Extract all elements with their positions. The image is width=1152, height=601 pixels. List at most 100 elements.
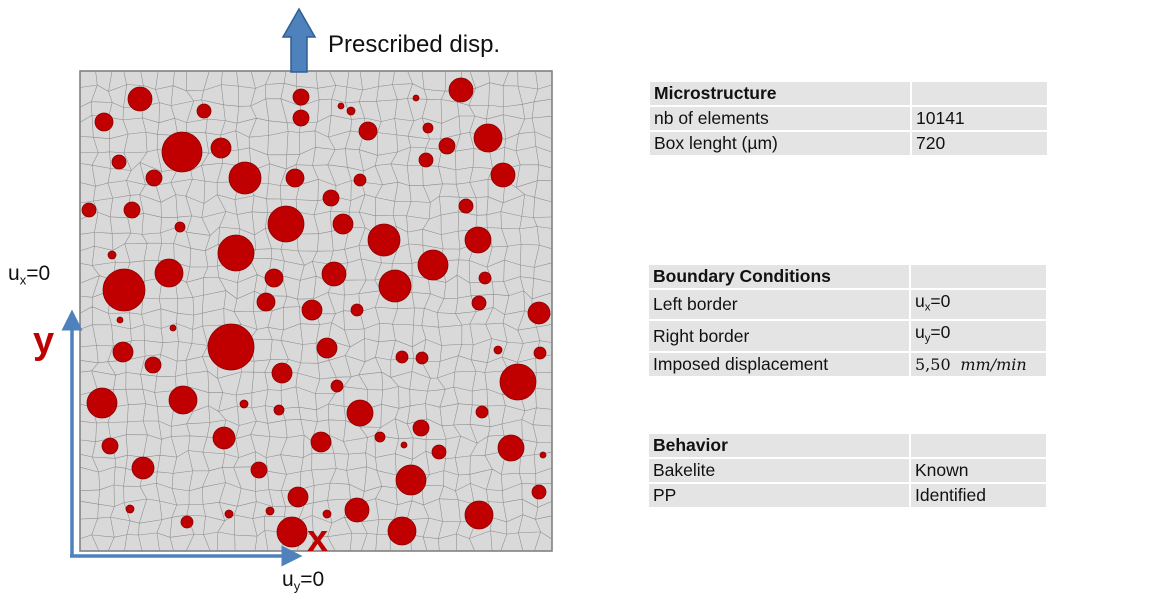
table-header-row: Microstructure [648, 80, 1049, 107]
inclusion-particle [473, 123, 503, 153]
inclusion-particle [111, 154, 127, 170]
inclusion-particle [412, 419, 430, 437]
inclusion-particle [539, 451, 547, 459]
table-row: Box lenght (µm) 720 [648, 130, 1049, 157]
finite-element-mesh [79, 70, 553, 552]
inclusion-particle [448, 77, 474, 103]
inclusion-particle [415, 351, 429, 365]
inclusion-particle [358, 121, 378, 141]
table-row: nb of elements 10141 [648, 105, 1049, 132]
inclusion-particle [438, 137, 456, 155]
inclusion-particle [322, 509, 332, 519]
table-header-row: Boundary Conditions [647, 263, 1048, 290]
inclusion-particle [267, 205, 305, 243]
inclusion-particle [395, 464, 427, 496]
inclusion-particle [81, 202, 97, 218]
inclusion-particle [273, 404, 285, 416]
inclusion-particle [475, 405, 489, 419]
header-empty-cell [909, 432, 1048, 459]
inclusion-particle [301, 299, 323, 321]
uy-boundary-label: uy=0 [282, 568, 325, 594]
table-row: PP Identified [647, 482, 1048, 509]
inclusion-particle [125, 504, 135, 514]
inclusion-particle [412, 94, 420, 102]
inclusion-particle [346, 106, 356, 116]
y-axis-label: y [33, 320, 55, 362]
inclusion-particle [321, 261, 347, 287]
inclusion-particle [276, 516, 308, 548]
inclusion-particle [127, 86, 153, 112]
inclusion-particle [431, 444, 447, 460]
inclusion-particle [292, 88, 310, 106]
inclusion-particle [527, 301, 551, 325]
inclusion-particle [367, 223, 401, 257]
inclusion-particle [224, 509, 234, 519]
inclusion-particle [395, 350, 409, 364]
behavior-table: Behavior Bakelite Known PP Identified [647, 432, 1048, 509]
inclusion-particle [422, 122, 434, 134]
row-label: Left border [647, 287, 911, 322]
inclusion-particle [102, 268, 146, 312]
row-label: Box lenght (µm) [648, 130, 912, 157]
table-header-row: Behavior [647, 432, 1048, 459]
inclusion-particle [107, 250, 117, 260]
prescribed-displacement-label: Prescribed disp. [328, 31, 501, 58]
inclusion-particle [497, 434, 525, 462]
inclusion-particle [101, 437, 119, 455]
inclusion-particle [346, 399, 374, 427]
inclusion-particle [131, 456, 155, 480]
table-row: Right border uy=0 [647, 319, 1048, 353]
inclusion-particle [353, 173, 367, 187]
ux-boundary-label: ux=0 [8, 262, 51, 288]
inclusion-particle [154, 258, 184, 288]
inclusion-particle [400, 441, 408, 449]
row-value: Known [909, 457, 1048, 484]
inclusion-particle [493, 345, 503, 355]
inclusion-particle [217, 234, 255, 272]
microstructure-diagram [61, 7, 553, 567]
inclusion-particle [316, 337, 338, 359]
inclusion-particle [287, 486, 309, 508]
inclusion-particle [169, 324, 177, 332]
inclusion-particle [330, 379, 344, 393]
inclusion-particle [464, 500, 494, 530]
inclusion-particle [264, 268, 284, 288]
inclusion-particle [161, 131, 203, 173]
boundary-conditions-table: Boundary Conditions Left border ux=0 Rig… [647, 263, 1048, 378]
inclusion-particle [86, 387, 118, 419]
table-row: Imposed displacement 5,50 mm/min [647, 350, 1048, 378]
header-empty-cell [910, 80, 1049, 107]
row-value: 720 [910, 130, 1049, 157]
row-label: Right border [647, 319, 911, 353]
inclusion-particle [168, 385, 198, 415]
inclusion-particle [228, 161, 262, 195]
inclusion-particle [112, 341, 134, 363]
inclusions-group [81, 77, 551, 548]
header-empty-cell [909, 263, 1048, 290]
row-value: Identified [909, 482, 1048, 509]
inclusion-particle [123, 201, 141, 219]
inclusion-particle [478, 271, 492, 285]
row-label: PP [647, 482, 911, 509]
table-row: Left border ux=0 [647, 287, 1048, 322]
inclusion-particle [337, 102, 345, 110]
inclusion-particle [378, 269, 412, 303]
boundary-header: Boundary Conditions [647, 263, 911, 290]
inclusion-particle [271, 362, 293, 384]
row-value: 5,50 mm/min [909, 350, 1048, 378]
inclusion-particle [94, 112, 114, 132]
mesh-lines [79, 70, 553, 552]
inclusion-particle [265, 506, 275, 516]
microstructure-table: Microstructure nb of elements 10141 Box … [648, 80, 1049, 157]
row-label: nb of elements [648, 105, 912, 132]
inclusion-particle [471, 295, 487, 311]
prescribed-displacement-arrow [281, 7, 317, 73]
inclusion-particle [174, 221, 186, 233]
inclusion-particle [350, 303, 364, 317]
inclusion-particle [533, 346, 547, 360]
inclusion-particle [239, 399, 249, 409]
inclusion-particle [387, 516, 417, 546]
inclusion-particle [464, 226, 492, 254]
inclusion-particle [458, 198, 474, 214]
inclusion-particle [310, 431, 332, 453]
